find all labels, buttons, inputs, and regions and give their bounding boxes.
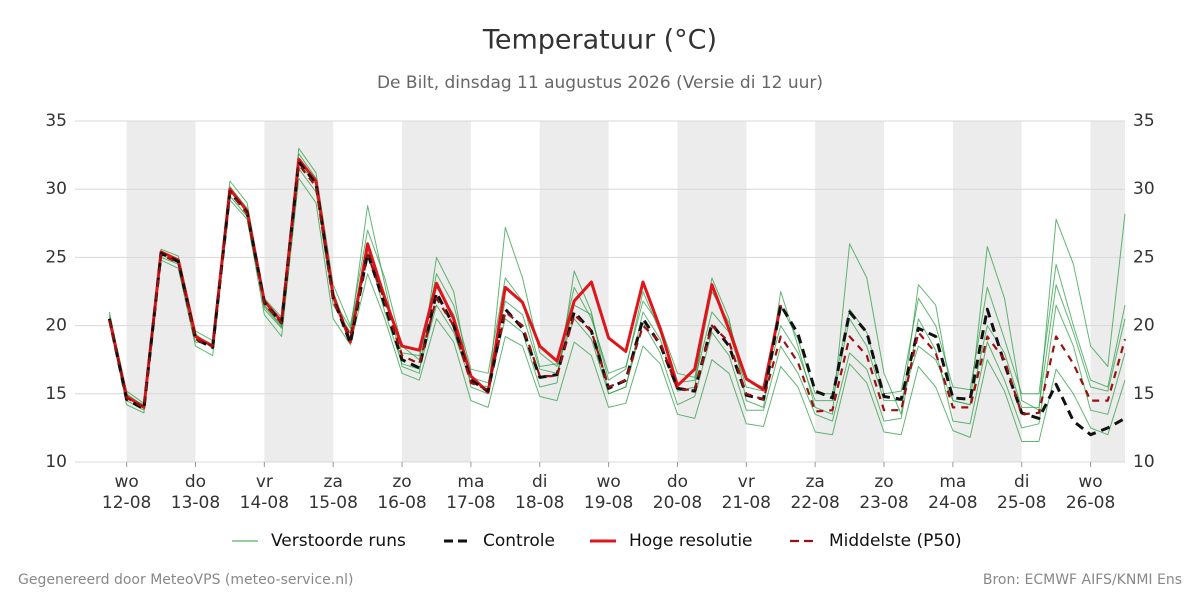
legend-label: Controle <box>483 531 555 551</box>
x-tick-date: 20-08 <box>653 493 702 513</box>
x-tick-label: za <box>805 472 824 492</box>
y-tick-label-right: 35 <box>1133 111 1155 131</box>
day-band <box>539 121 609 462</box>
legend-label: Middelste (P50) <box>829 531 962 551</box>
x-tick-label: wo <box>1078 472 1102 492</box>
x-tick-label: vr <box>738 472 755 492</box>
footer-right: Bron: ECMWF AIFS/KNMI Ens <box>983 572 1182 588</box>
legend-label: Hoge resolutie <box>629 531 753 551</box>
series-line <box>108 163 1127 416</box>
ensemble-line <box>108 147 1126 404</box>
x-tick-label: do <box>185 472 206 492</box>
ensemble-line <box>108 162 1126 411</box>
x-tick-date: 13-08 <box>171 493 220 513</box>
x-tick-label: di <box>532 472 548 492</box>
x-tick-label: ma <box>457 472 484 492</box>
x-tick-date: 19-08 <box>584 493 633 513</box>
x-tick-date: 12-08 <box>102 493 151 513</box>
x-tick-date: 21-08 <box>722 493 771 513</box>
footer-left: Gegenereerd door MeteoVPS (meteo-service… <box>18 572 353 588</box>
day-band <box>1090 121 1125 462</box>
x-tick-date: 26-08 <box>1066 493 1115 513</box>
y-tick-label-right: 15 <box>1133 384 1155 404</box>
y-tick-label: 20 <box>45 316 67 336</box>
ensemble-line <box>108 177 1126 442</box>
x-tick-date: 17-08 <box>446 493 495 513</box>
x-tick-label: ma <box>939 472 966 492</box>
chart-title: Temperatuur (°C) <box>482 25 717 56</box>
y-tick-label: 10 <box>45 452 67 472</box>
y-tick-label-right: 10 <box>1133 452 1155 472</box>
x-tick-label: za <box>324 472 343 492</box>
x-tick-date: 22-08 <box>790 493 839 513</box>
y-tick-label: 15 <box>45 384 67 404</box>
y-tick-label-right: 20 <box>1133 316 1155 336</box>
x-tick-label: wo <box>596 472 620 492</box>
x-tick-date: 14-08 <box>240 493 289 513</box>
x-tick-label: wo <box>114 472 138 492</box>
x-tick-date: 23-08 <box>859 493 908 513</box>
y-tick-label: 25 <box>45 247 67 267</box>
x-tick-label: di <box>1014 472 1030 492</box>
x-tick-label: vr <box>256 472 273 492</box>
day-band <box>952 121 1022 462</box>
ensemble-line <box>108 168 1126 429</box>
legend-label: Verstoorde runs <box>271 531 406 551</box>
chart-subtitle: De Bilt, dinsdag 11 augustus 2026 (Versi… <box>377 73 823 93</box>
y-tick-label: 35 <box>45 111 67 131</box>
day-band <box>815 121 885 462</box>
x-tick-label: zo <box>392 472 411 492</box>
x-tick-date: 16-08 <box>377 493 426 513</box>
x-tick-label: do <box>667 472 688 492</box>
day-band <box>402 121 471 462</box>
x-tick-date: 25-08 <box>997 493 1046 513</box>
y-tick-label-right: 25 <box>1133 247 1155 267</box>
x-tick-date: 18-08 <box>515 493 564 513</box>
x-tick-date: 15-08 <box>308 493 357 513</box>
y-tick-label-right: 30 <box>1133 179 1155 199</box>
y-tick-label: 30 <box>45 179 67 199</box>
x-tick-date: 24-08 <box>928 493 977 513</box>
x-tick-label: zo <box>874 472 893 492</box>
